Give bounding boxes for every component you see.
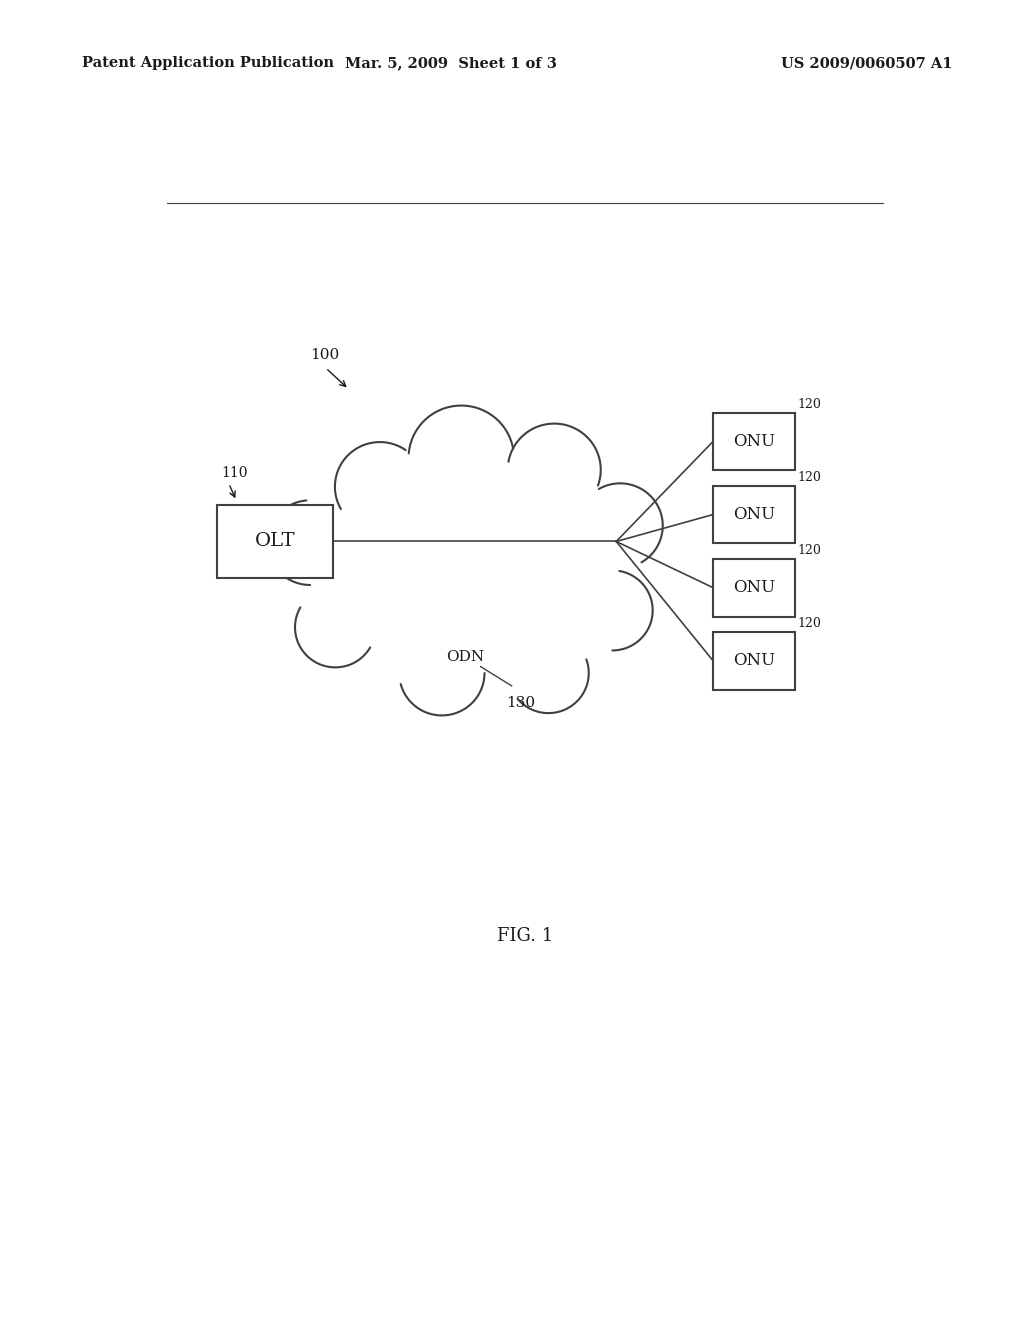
Text: US 2009/0060507 A1: US 2009/0060507 A1 xyxy=(781,57,952,70)
Text: ODN: ODN xyxy=(446,651,484,664)
Bar xyxy=(217,506,334,578)
Bar xyxy=(713,486,795,544)
Text: 120: 120 xyxy=(798,397,821,411)
Polygon shape xyxy=(283,403,640,700)
Text: 120: 120 xyxy=(798,618,821,631)
Text: Patent Application Publication: Patent Application Publication xyxy=(82,57,334,70)
Bar xyxy=(713,413,795,470)
Text: 130: 130 xyxy=(506,696,536,710)
Text: ONU: ONU xyxy=(733,652,775,669)
Text: 100: 100 xyxy=(310,348,339,363)
Text: 120: 120 xyxy=(798,471,821,484)
Text: ONU: ONU xyxy=(733,506,775,523)
Text: ONU: ONU xyxy=(733,433,775,450)
Bar xyxy=(713,632,795,689)
Text: 120: 120 xyxy=(798,544,821,557)
Bar xyxy=(713,558,795,616)
Text: ONU: ONU xyxy=(733,579,775,597)
Text: Mar. 5, 2009  Sheet 1 of 3: Mar. 5, 2009 Sheet 1 of 3 xyxy=(345,57,556,70)
Text: OLT: OLT xyxy=(255,532,296,550)
Text: 110: 110 xyxy=(221,466,248,480)
Text: FIG. 1: FIG. 1 xyxy=(497,927,553,945)
